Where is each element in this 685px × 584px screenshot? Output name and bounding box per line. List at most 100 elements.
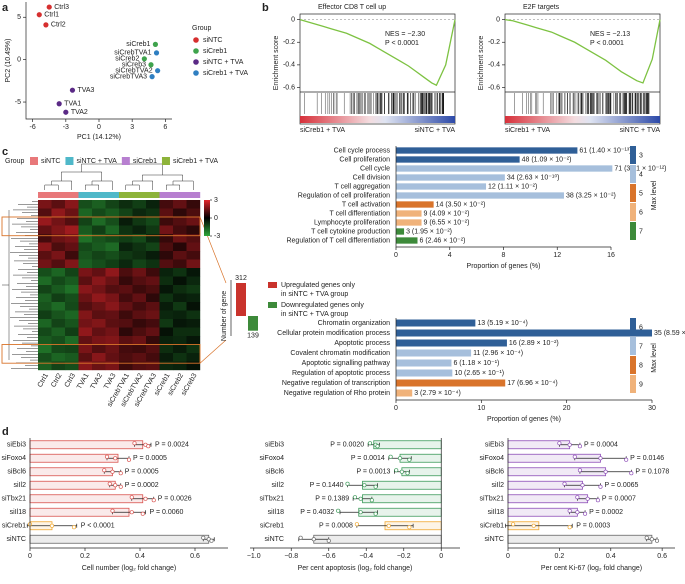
panel-label: b <box>262 2 269 14</box>
category-label: siCreb1 <box>260 523 284 530</box>
heatmap-cell <box>51 310 66 320</box>
legend-label: 7 <box>639 343 643 350</box>
heatmap-cell <box>146 234 160 243</box>
data-point <box>397 456 403 461</box>
point-label: siCreb3 <box>122 62 146 69</box>
data-point <box>110 469 115 474</box>
heatmap-cell <box>132 336 147 345</box>
data-point <box>567 442 572 447</box>
heatmap-cell <box>51 327 66 337</box>
heatmap-cell <box>159 344 174 354</box>
point-label: TVA1 <box>64 101 81 108</box>
heatmap-cell <box>38 293 52 303</box>
legend-swatch <box>268 282 277 288</box>
bar-label: 34 (2.63 × 10⁻¹⁰) <box>507 173 560 181</box>
legend-label: siCreb1 + TVA <box>173 158 218 165</box>
heatmap-cell <box>119 319 133 328</box>
heatmap-cell <box>51 353 66 362</box>
heatmap-cell <box>119 344 133 354</box>
category-label: T cell cytokine production <box>311 228 390 235</box>
category-label: Apoptotic signalling pathway <box>302 360 391 367</box>
bar <box>396 174 505 181</box>
bar <box>507 534 653 544</box>
category-label: Regulation of T cell differentiation <box>286 237 390 244</box>
data-point <box>367 441 373 446</box>
heatmap-cell <box>65 319 79 328</box>
bar <box>396 201 434 208</box>
rank-gradient <box>505 116 660 123</box>
bar <box>396 183 487 190</box>
panel-label: a <box>2 2 9 14</box>
data-point <box>649 537 654 542</box>
x-tick-label: 0.6 <box>657 553 667 560</box>
heatmap-cell <box>159 285 174 294</box>
heatmap-cell <box>159 217 174 226</box>
group-bar <box>173 192 187 198</box>
category-label: T cell aggregation <box>334 183 390 190</box>
heatmap-cell <box>186 259 201 269</box>
heatmap-cell <box>173 251 187 260</box>
heatmap-cell <box>132 217 147 226</box>
heatmap-cell <box>173 310 187 320</box>
category-label: Cell proliferation <box>339 156 390 163</box>
heatmap-cell <box>105 200 120 209</box>
heatmap-cell <box>132 293 147 303</box>
category-label: Lymphocyte proliferation <box>314 219 390 226</box>
heatmap-cell <box>105 344 120 354</box>
category-label: siNTC <box>265 536 284 543</box>
heatmap-cell <box>186 225 201 235</box>
heatmap-cell <box>105 293 120 303</box>
category-label: siTbx21 <box>259 496 284 503</box>
heatmap-cell <box>78 200 93 209</box>
x-tick-label: 0.2 <box>80 553 90 560</box>
dendrogram <box>91 180 113 190</box>
legend-swatch <box>30 157 38 165</box>
heatmap-cell <box>92 234 106 243</box>
y-tick-label: -0.2 <box>283 39 295 46</box>
data-point <box>577 468 582 473</box>
bar-label: 11 (2.96 × 10⁻⁴) <box>473 350 523 357</box>
heatmap-cell <box>38 225 52 235</box>
p-value: P = 0.0007 <box>602 496 636 503</box>
data-point <box>654 538 660 543</box>
data-point <box>575 495 580 500</box>
data-point <box>531 523 536 528</box>
bar <box>396 228 405 235</box>
heatmap-cell <box>159 336 174 345</box>
error-bar <box>505 523 573 528</box>
bar <box>396 219 422 226</box>
data-point <box>598 456 603 461</box>
panel-label: d <box>2 426 9 438</box>
legend-swatch <box>65 157 74 165</box>
legend-title: Group <box>5 158 25 165</box>
heatmap-cell <box>119 336 133 345</box>
heatmap-cell <box>38 234 52 243</box>
group-bar <box>186 192 201 198</box>
heatmap-cell <box>92 242 106 252</box>
category-label: Cell cycle <box>360 165 390 172</box>
heatmap-cell <box>51 319 66 328</box>
category-label: T cell differentiation <box>330 210 391 217</box>
x-tick-label: 0 <box>394 405 398 412</box>
colorbar-label: 0 <box>214 215 218 222</box>
y-axis-label: Enrichment score <box>478 36 485 91</box>
x-label-right: siNTC + TVA <box>620 127 661 134</box>
heatmap-cell <box>186 293 201 303</box>
y-axis-label: Enrichment score <box>273 36 280 91</box>
x-tick-label: -3 <box>63 124 69 131</box>
category-label: siEbi3 <box>485 442 504 449</box>
point <box>141 56 147 62</box>
heatmap-cell <box>38 327 52 337</box>
x-tick-label: 0 <box>394 252 398 259</box>
p-value: P = 0.0065 <box>604 482 638 489</box>
heatmap-cell <box>105 268 120 277</box>
heatmap-cell <box>92 327 106 337</box>
data-point <box>151 498 156 503</box>
x-tick-label: 6 <box>163 124 167 131</box>
heatmap-cell <box>132 302 147 311</box>
heatmap-cell <box>51 285 66 294</box>
heatmap-cell <box>51 208 66 218</box>
category-label: siIl2 <box>272 482 285 489</box>
category-label: Cell cycle process <box>334 147 391 154</box>
heatmap-cell <box>105 327 120 337</box>
